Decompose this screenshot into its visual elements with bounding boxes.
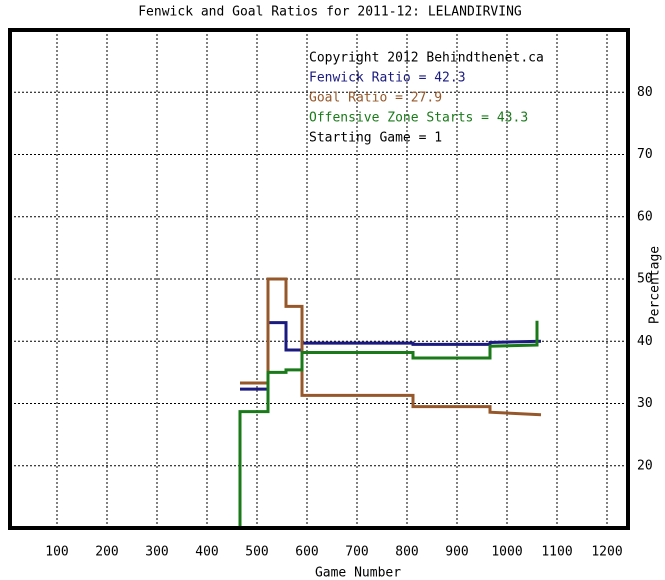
y-tick-label: 30: [637, 396, 653, 411]
chart-title: Fenwick and Goal Ratios for 2011-12: LEL…: [138, 5, 522, 20]
series-line: [240, 277, 542, 417]
x-tick-label: 800: [395, 545, 418, 560]
x-tick-label: 1100: [541, 545, 572, 560]
y-tick-label: 80: [637, 85, 653, 100]
annotation: Goal Ratio = 27.9: [309, 91, 442, 106]
x-tick-label: 300: [145, 545, 168, 560]
y-axis-label: Percentage: [648, 246, 663, 324]
plot-frame: [8, 28, 630, 530]
x-tick-label: 200: [95, 545, 118, 560]
y-tick-label: 50: [637, 272, 653, 287]
x-tick-label: 1000: [491, 545, 522, 560]
series-line: [240, 321, 542, 391]
y-tick-label: 20: [637, 458, 653, 473]
y-tick-label: 60: [637, 209, 653, 224]
series-line: [238, 320, 539, 528]
y-tick-label: 40: [637, 334, 653, 349]
x-tick-label: 500: [245, 545, 268, 560]
annotation: Starting Game = 1: [309, 131, 442, 146]
x-tick-label: 400: [195, 545, 218, 560]
annotation: Fenwick Ratio = 42.3: [309, 71, 466, 86]
x-tick-label: 1200: [591, 545, 622, 560]
annotation: Offensive Zone Starts = 43.3: [309, 111, 528, 126]
annotation: Copyright 2012 Behindthenet.ca: [309, 51, 544, 66]
x-axis-label: Game Number: [315, 566, 401, 580]
x-tick-label: 900: [445, 545, 468, 560]
x-tick-label: 700: [345, 545, 368, 560]
y-tick-label: 70: [637, 147, 653, 162]
x-tick-label: 600: [295, 545, 318, 560]
x-tick-label: 100: [45, 545, 68, 560]
